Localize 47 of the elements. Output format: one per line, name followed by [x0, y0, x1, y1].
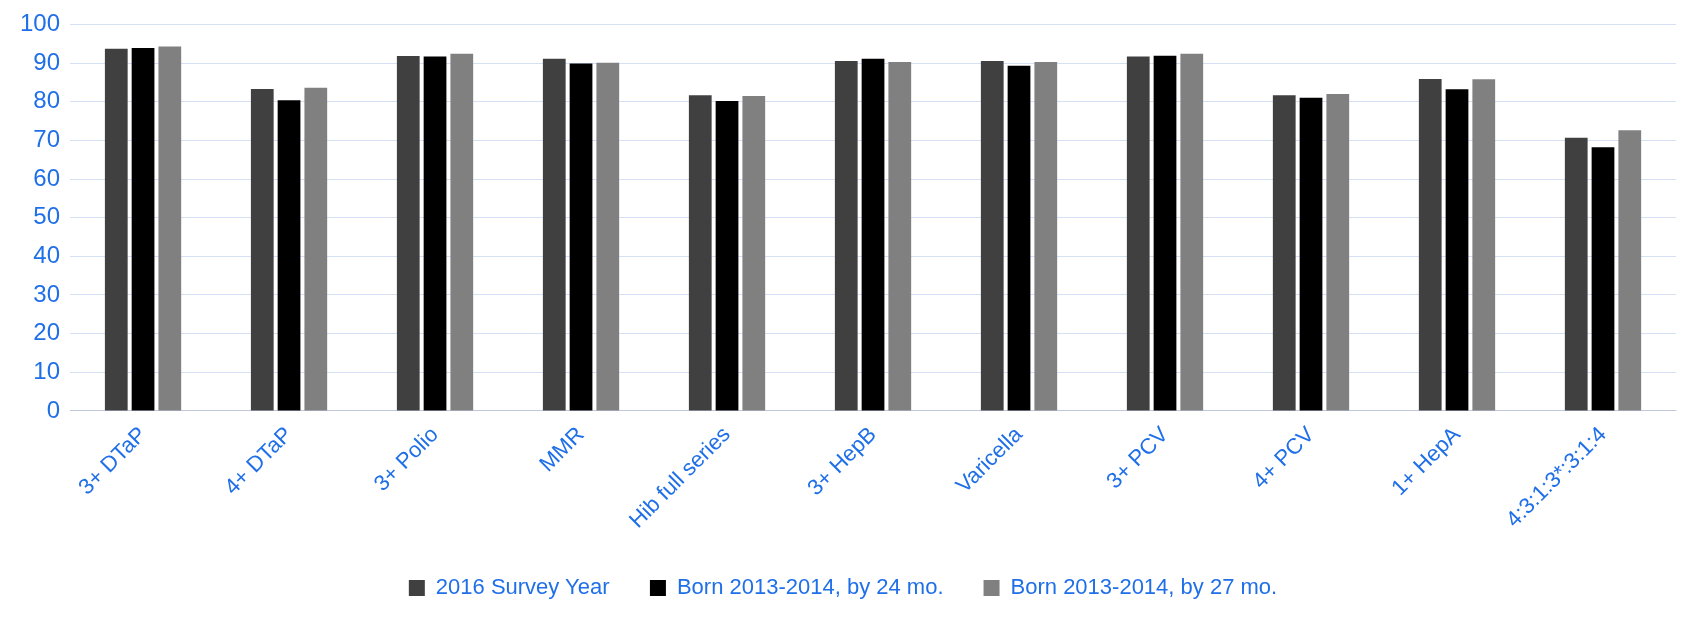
- bar: [1153, 55, 1177, 411]
- bar: [1472, 79, 1496, 411]
- bar: [888, 61, 912, 411]
- bar: [1180, 53, 1204, 411]
- y-tick-label: 100: [20, 9, 61, 37]
- bar: [980, 61, 1004, 411]
- bar: [396, 56, 420, 411]
- bar: [104, 48, 128, 411]
- bar: [158, 46, 182, 411]
- bar: [542, 58, 566, 411]
- bar: [688, 95, 712, 411]
- bar: [715, 100, 739, 411]
- bar: [569, 63, 593, 411]
- bar: [1618, 130, 1642, 411]
- bar: [423, 56, 447, 411]
- bar: [131, 47, 155, 411]
- y-tick-label: 0: [46, 395, 61, 423]
- bar: [1126, 56, 1150, 411]
- y-tick-label: 70: [33, 124, 61, 152]
- bar: [596, 62, 620, 411]
- y-tick-label: 90: [33, 47, 61, 75]
- legend-label: Born 2013-2014, by 27 mo.: [1010, 574, 1278, 600]
- bar: [1299, 97, 1323, 411]
- y-tick-label: 30: [33, 279, 61, 307]
- bar: [1564, 137, 1588, 411]
- y-tick-label: 10: [33, 356, 61, 384]
- bar: [1034, 61, 1058, 411]
- y-tick-label: 60: [33, 163, 61, 191]
- bar: [1418, 78, 1442, 411]
- bar: [277, 100, 301, 411]
- bar: [742, 95, 766, 411]
- y-tick-label: 80: [33, 86, 61, 114]
- bar: [1445, 89, 1469, 411]
- bar: [450, 53, 474, 411]
- bar: [1591, 147, 1615, 411]
- y-tick-label: 40: [33, 240, 61, 268]
- bar: [834, 61, 858, 411]
- y-tick-label: 50: [33, 202, 61, 230]
- legend-label: 2016 Survey Year: [435, 574, 610, 600]
- bar: [1272, 95, 1296, 411]
- bar: [1007, 65, 1031, 411]
- bar: [250, 88, 274, 411]
- bar: [1326, 93, 1350, 411]
- bar: [304, 87, 328, 411]
- legend-label: Born 2013-2014, by 24 mo.: [676, 574, 944, 600]
- y-tick-label: 20: [33, 318, 61, 346]
- bar: [861, 58, 885, 411]
